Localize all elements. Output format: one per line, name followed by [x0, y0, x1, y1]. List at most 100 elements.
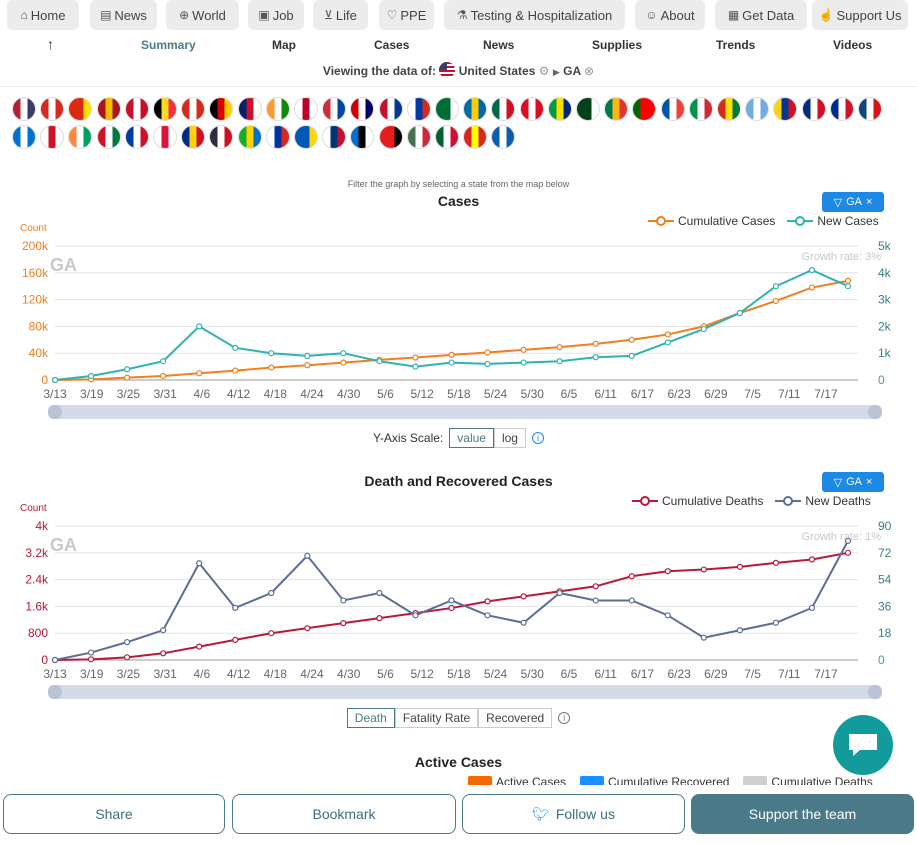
country-flag-icon[interactable] — [406, 125, 431, 149]
country-flag-icon[interactable] — [153, 97, 177, 121]
chat-button[interactable] — [833, 715, 893, 775]
nav-get-data-button[interactable]: ▦ Get Data — [715, 0, 807, 30]
country-flag-icon[interactable] — [829, 97, 854, 121]
nav-testing-hospitalization-button[interactable]: ⚗ Testing & Hospitalization — [444, 0, 625, 30]
nav-ppe-button[interactable]: ♡ PPE — [379, 0, 434, 30]
country-flag-icon[interactable] — [322, 97, 347, 121]
country-flag-icon[interactable] — [463, 97, 488, 121]
country-name[interactable]: United States — [458, 64, 536, 78]
country-flag-icon[interactable] — [435, 97, 459, 121]
nav-life-button[interactable]: ⊻ Life — [313, 0, 368, 30]
state-name[interactable]: GA — [563, 64, 581, 78]
country-flag-icon[interactable] — [576, 97, 600, 121]
settings-icon[interactable]: ⚙ — [538, 64, 550, 78]
country-flag-icon[interactable] — [604, 97, 629, 121]
country-flag-icon[interactable] — [12, 125, 36, 149]
country-flag-icon[interactable] — [547, 97, 572, 121]
back-up-icon[interactable]: ↑ — [47, 36, 54, 52]
cases-state-filter-button[interactable]: ▽ GA × — [822, 192, 884, 212]
country-flag-icon[interactable] — [40, 125, 65, 149]
info-icon[interactable]: i — [558, 712, 571, 724]
country-flag-icon[interactable] — [491, 97, 516, 121]
death-state-filter-button[interactable]: ▽ GA × — [822, 472, 884, 492]
legend-item[interactable]: New Deaths — [775, 494, 871, 508]
country-flag-icon[interactable] — [294, 125, 318, 149]
subnav-summary[interactable]: Summary — [141, 38, 196, 52]
country-flag-icon[interactable] — [265, 125, 290, 149]
country-flag-icon[interactable] — [181, 125, 206, 149]
subnav-videos[interactable]: Videos — [833, 38, 873, 52]
country-flag-icon[interactable] — [378, 97, 403, 121]
tab-death[interactable]: Death — [346, 708, 395, 728]
country-flag-icon[interactable] — [378, 125, 403, 149]
info-icon[interactable]: i — [531, 432, 544, 444]
follow-us-button[interactable]: 🐦︎ Follow us — [462, 794, 685, 834]
nav-support-us-button[interactable]: ☝ Support Us — [812, 0, 908, 30]
country-flag-icon[interactable] — [40, 97, 65, 121]
cases-chart[interactable]: 0 40k 80k 120k 160k 200k 0 1k 2k 3k 4k 5k Count GA Gro… — [0, 222, 917, 427]
close-icon[interactable]: × — [865, 476, 873, 488]
country-flag-icon[interactable] — [96, 125, 121, 149]
country-flag-icon[interactable] — [717, 97, 741, 121]
follow-label: Follow us — [555, 806, 615, 822]
nav-home-button[interactable]: ⌂ Home — [7, 0, 79, 30]
country-flag-icon[interactable] — [322, 125, 347, 149]
subnav-map[interactable]: Map — [272, 38, 296, 52]
country-flag-icon[interactable] — [632, 97, 657, 121]
country-flag-icon[interactable] — [209, 125, 234, 149]
bookmark-label: Bookmark — [312, 806, 376, 822]
country-flag-icon[interactable] — [660, 97, 685, 121]
x-tick-label: 3/25 — [117, 387, 141, 401]
country-flag-icon[interactable] — [688, 97, 713, 121]
subnav-trends[interactable]: Trends — [716, 38, 756, 52]
country-flag-icon[interactable] — [406, 97, 431, 121]
country-flag-icon[interactable] — [124, 97, 149, 121]
legend-item[interactable]: Cumulative Cases — [648, 214, 775, 228]
bookmark-button[interactable]: Bookmark — [232, 794, 456, 834]
legend-line-marker-icon — [632, 496, 658, 506]
country-flag-icon[interactable] — [773, 97, 798, 121]
clear-icon[interactable]: ⊗ — [584, 64, 595, 78]
country-flag-icon[interactable] — [237, 125, 262, 149]
subnav-supplies[interactable]: Supplies — [592, 38, 643, 52]
death-chart[interactable]: 0 800 1.6k 2.4k 3.2k 4k 0 18 36 54 72 90 Count GA Grow… — [0, 502, 917, 707]
country-flag-icon[interactable] — [96, 97, 121, 121]
country-flag-icon[interactable] — [519, 97, 544, 121]
share-button[interactable]: Share — [3, 794, 225, 834]
country-flag-icon[interactable] — [350, 125, 375, 149]
close-icon[interactable]: × — [865, 196, 873, 208]
nav-news-button[interactable]: ▤ News — [90, 0, 157, 30]
nav-job-button[interactable]: ▣ Job — [248, 0, 304, 30]
tab-fatality-rate[interactable]: Fatality Rate — [394, 708, 479, 728]
country-flag-icon[interactable] — [858, 97, 882, 121]
country-flag-icon[interactable] — [265, 97, 290, 121]
country-flag-icon[interactable] — [745, 97, 770, 121]
country-flag-icon[interactable] — [153, 125, 177, 149]
nav-about-button[interactable]: ☺ About — [635, 0, 705, 30]
scale-value-button[interactable]: value — [449, 428, 494, 448]
nav-world-button[interactable]: ⊕ World — [166, 0, 239, 30]
country-flag-icon[interactable] — [463, 125, 488, 149]
country-flag-icon[interactable] — [12, 97, 36, 121]
country-flag-icon[interactable] — [181, 97, 206, 121]
legend-item[interactable]: Cumulative Deaths — [632, 494, 763, 508]
legend-item[interactable]: New Cases — [787, 214, 879, 228]
country-flag-icon[interactable] — [68, 97, 93, 121]
growth-rate-label: Growth rate: 1% — [802, 531, 882, 543]
country-flag-icon[interactable] — [435, 125, 459, 149]
country-flag-icon[interactable] — [294, 97, 318, 121]
y-left-tick-label: 0 — [41, 373, 48, 387]
country-flag-icon[interactable] — [237, 97, 262, 121]
country-flag-icon[interactable] — [68, 125, 93, 149]
support-team-button[interactable]: Support the team — [691, 794, 914, 834]
subnav-cases[interactable]: Cases — [374, 38, 410, 52]
scale-log-button[interactable]: log — [493, 428, 526, 448]
country-flag-icon[interactable] — [491, 125, 516, 149]
country-flag-icon[interactable] — [209, 97, 234, 121]
subnav-news[interactable]: News — [483, 38, 515, 52]
tab-recovered[interactable]: Recovered — [478, 708, 553, 728]
data-point — [844, 277, 852, 284]
country-flag-icon[interactable] — [124, 125, 149, 149]
country-flag-icon[interactable] — [801, 97, 826, 121]
country-flag-icon[interactable] — [350, 97, 375, 121]
